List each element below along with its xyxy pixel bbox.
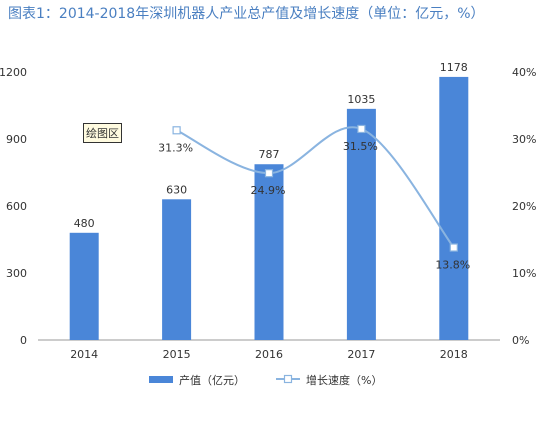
x-tick-label: 2014	[70, 348, 98, 361]
growth-value-label: 31.3%	[158, 141, 193, 154]
bar-value-label: 1035	[347, 93, 375, 106]
bar-2016	[254, 164, 284, 340]
growth-value-label: 31.5%	[343, 140, 378, 153]
x-tick-label: 2016	[255, 348, 283, 361]
x-tick-label: 2018	[440, 348, 468, 361]
y-right-tick-label: 30%	[512, 133, 536, 146]
growth-marker-2016	[264, 169, 274, 178]
plot-area-label: 绘图区	[83, 123, 122, 143]
y-right-tick-label: 0%	[512, 334, 529, 347]
bar-value-label: 630	[166, 183, 187, 196]
y-right-tick-label: 10%	[512, 267, 536, 280]
y-left-tick-label: 300	[6, 267, 27, 280]
y-right-tick-label: 40%	[512, 66, 536, 79]
legend-line-label: 增长速度（%）	[306, 373, 382, 387]
y-left-tick-label: 900	[6, 133, 27, 146]
bar-value-label: 787	[259, 148, 280, 161]
y-left-tick-label: 600	[6, 200, 27, 213]
bar-value-label: 480	[74, 217, 95, 230]
growth-value-label: 13.8%	[435, 259, 470, 272]
growth-marker-2018	[449, 243, 458, 252]
legend-bar-label: 产值（亿元）	[179, 373, 245, 387]
bar-2018	[439, 76, 469, 340]
growth-marker-2017	[357, 124, 366, 134]
growth-value-label: 24.9%	[251, 184, 286, 197]
x-tick-label: 2015	[163, 348, 191, 361]
bar-2017	[346, 108, 376, 340]
y-left-tick-label: 0	[20, 334, 27, 347]
legend-line-marker	[283, 374, 293, 384]
growth-marker-2015	[172, 126, 181, 135]
legend-bar-swatch	[149, 376, 173, 383]
y-right-tick-label: 20%	[512, 200, 536, 213]
bar-2015	[162, 199, 192, 340]
y-left-tick-label: 1200	[0, 66, 27, 79]
growth-line	[176, 126, 455, 249]
bar-value-label: 1178	[440, 61, 468, 74]
x-tick-label: 2017	[347, 348, 375, 361]
bar-2014	[69, 232, 99, 340]
chart-title: 图表1：2014-2018年深圳机器人产业总产值及增长速度（单位：亿元，%）	[8, 6, 485, 22]
